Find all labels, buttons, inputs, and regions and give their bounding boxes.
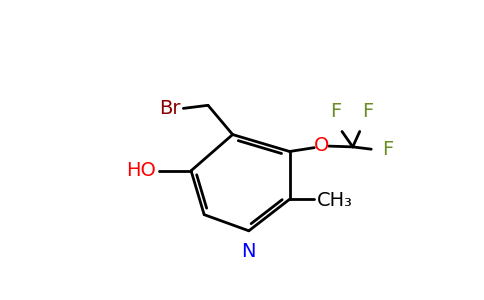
Text: CH₃: CH₃ (318, 190, 353, 209)
Text: F: F (363, 102, 374, 121)
Text: F: F (382, 140, 393, 160)
Text: N: N (242, 242, 256, 261)
Text: O: O (314, 136, 330, 155)
Text: F: F (330, 102, 341, 121)
Text: Br: Br (159, 99, 180, 118)
Text: HO: HO (126, 161, 156, 180)
